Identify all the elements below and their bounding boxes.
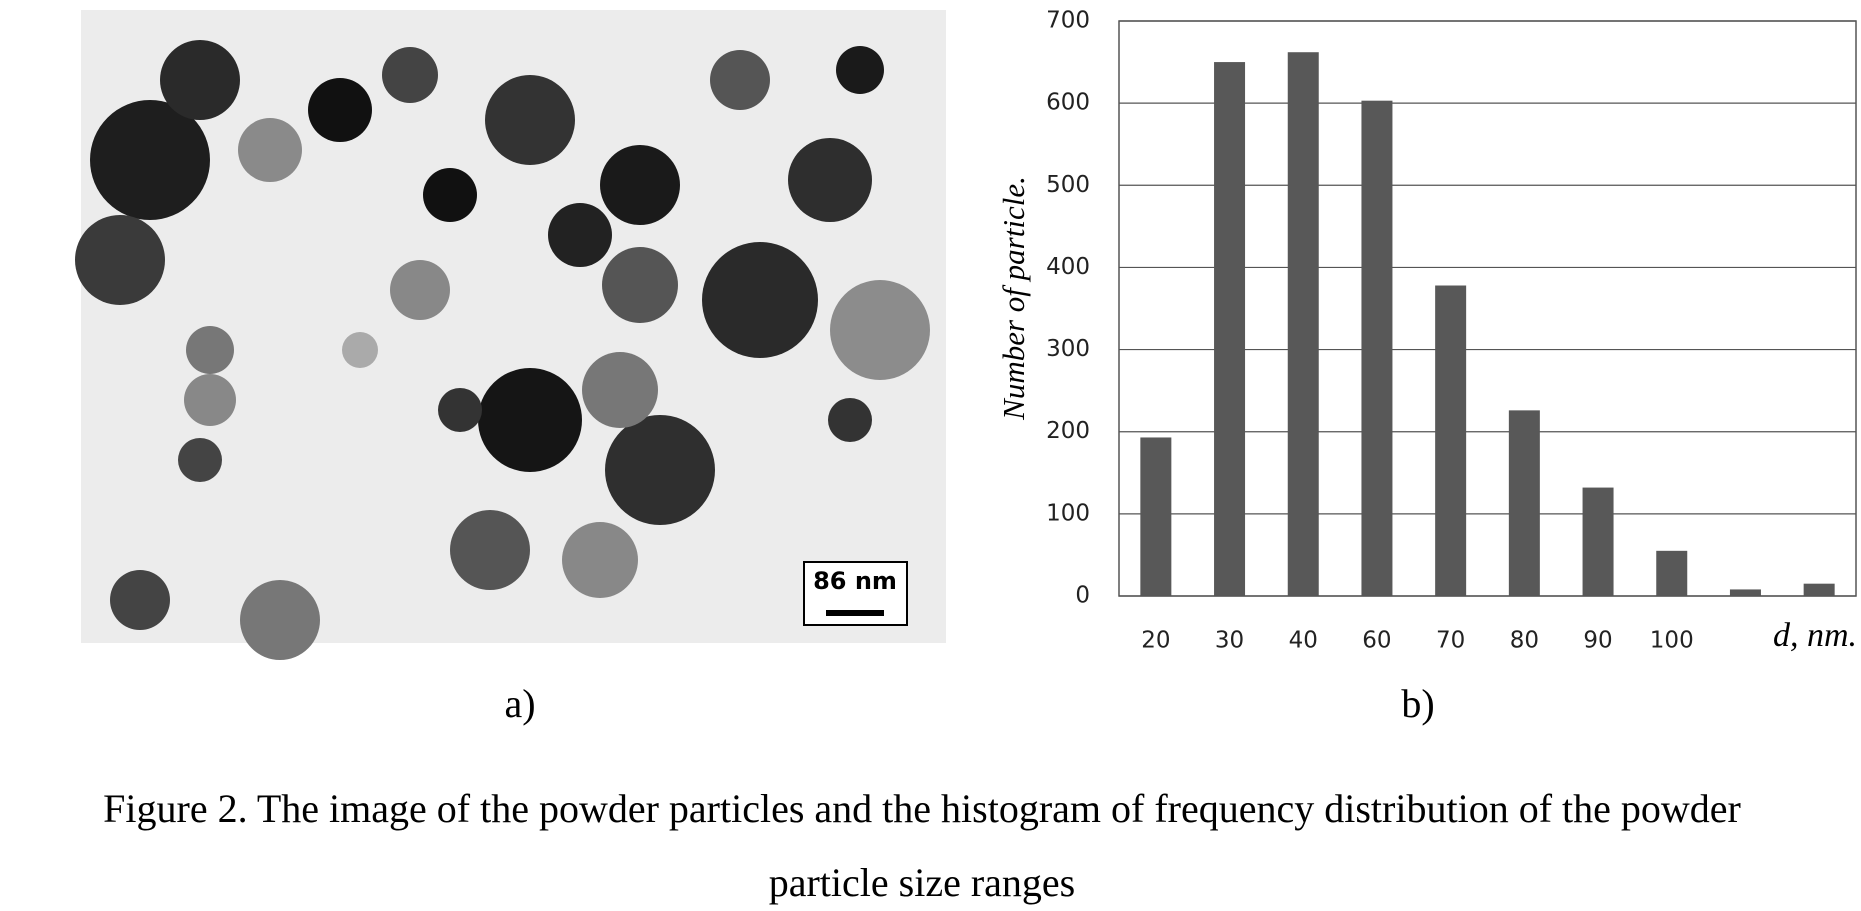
bar xyxy=(1140,437,1172,596)
bar xyxy=(1508,410,1540,596)
plot-frame xyxy=(1118,20,1857,597)
bar xyxy=(1214,62,1246,597)
caption: particle size ranges xyxy=(769,860,1076,905)
scale-bar xyxy=(826,610,884,616)
bar xyxy=(1582,487,1614,596)
y-tick-label: 400 xyxy=(1046,254,1090,280)
x-tick-label: 20 xyxy=(1141,628,1170,654)
y-tick-label: 200 xyxy=(1046,418,1090,444)
plot: 0 100 200 300 400 500 600 700 20 30 40 60 70 80 90 100 xyxy=(1046,8,1856,654)
caption: Figure 2. The image of the powder partic… xyxy=(103,786,1741,831)
x-tick-label: 100 xyxy=(1650,628,1694,654)
bar xyxy=(1287,52,1319,596)
y-tick-label: 300 xyxy=(1046,336,1090,362)
x-axis-label: d, nm. xyxy=(1773,617,1857,654)
y-tick-label: 700 xyxy=(1046,8,1090,34)
panel-label: a) xyxy=(504,681,535,726)
micrograph: 86 nm xyxy=(75,10,946,660)
y-tick-label: 0 xyxy=(1075,583,1090,609)
x-tick-label: 60 xyxy=(1362,628,1391,654)
bar xyxy=(1656,550,1688,596)
x-tick-label: 30 xyxy=(1215,628,1244,654)
y-axis-label: Number of particle. xyxy=(996,176,1031,421)
y-tick-label: 500 xyxy=(1046,172,1090,198)
x-tick-label: 80 xyxy=(1510,628,1539,654)
scale-bar-label: 86 nm xyxy=(813,567,897,595)
x-tick-label: 90 xyxy=(1583,628,1612,654)
bar xyxy=(1803,583,1835,596)
particles xyxy=(75,40,930,660)
bar xyxy=(1361,100,1393,596)
bar xyxy=(1729,589,1761,596)
x-tick-label: 40 xyxy=(1289,628,1318,654)
y-tick-label: 100 xyxy=(1046,500,1090,526)
panel-label: b) xyxy=(1401,681,1434,726)
bar xyxy=(1435,285,1467,596)
y-tick-label: 600 xyxy=(1046,90,1090,116)
x-tick-label: 70 xyxy=(1436,628,1465,654)
